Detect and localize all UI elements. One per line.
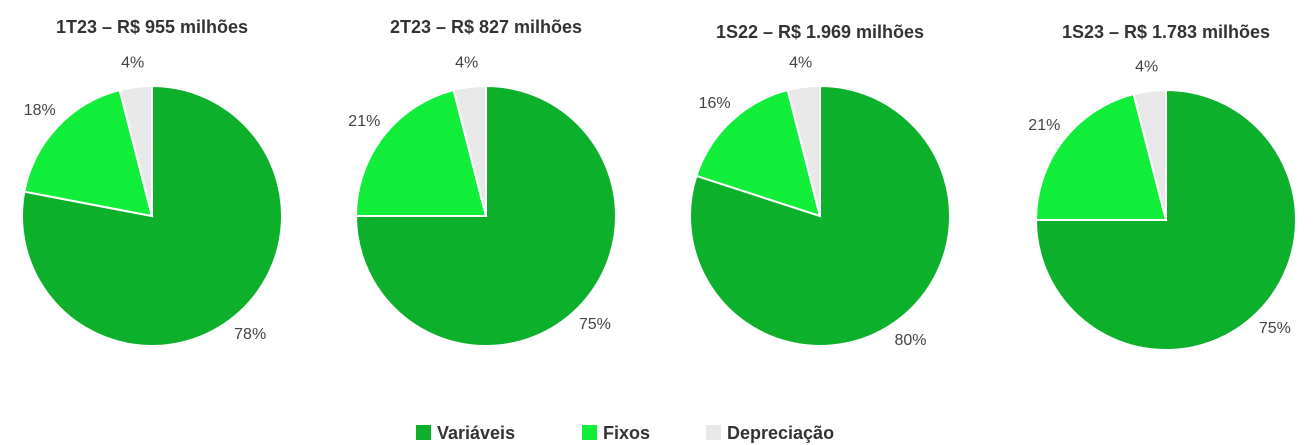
pie-slice: [23, 88, 154, 218]
data-label: 18%: [24, 102, 56, 119]
data-label: 80%: [895, 332, 927, 349]
chart-title: 1S22 – R$ 1.969 milhões: [716, 22, 924, 42]
data-label: 75%: [579, 316, 611, 333]
data-label: 21%: [348, 113, 380, 130]
data-label: 21%: [1028, 117, 1060, 134]
chart-title: 1S23 – R$ 1.783 milhões: [1062, 22, 1270, 42]
data-label: 4%: [1135, 58, 1158, 75]
data-label: 4%: [121, 54, 144, 71]
legend-label: Depreciação: [727, 423, 834, 443]
data-label: 78%: [234, 326, 266, 343]
chart-title: 2T23 – R$ 827 milhões: [390, 17, 582, 37]
pie-slice: [354, 88, 488, 217]
pie-slice: [1034, 88, 1297, 351]
pie-slice: [452, 84, 487, 217]
legend-label: Fixos: [603, 423, 650, 443]
pie-slice: [1132, 88, 1167, 221]
pie-slice: [118, 84, 153, 217]
pie-slice: [1034, 92, 1168, 221]
legend-swatch: [706, 425, 721, 440]
pie-slice: [786, 84, 821, 217]
legend-swatch: [582, 425, 597, 440]
legend-label: Variáveis: [437, 423, 515, 443]
data-label: 4%: [789, 54, 812, 71]
data-label: 16%: [699, 95, 731, 112]
pie-slice: [354, 84, 617, 347]
legend-swatch: [416, 425, 431, 440]
pie-slice: [695, 88, 822, 218]
data-label: 4%: [455, 54, 478, 71]
chart-title: 1T23 – R$ 955 milhões: [56, 17, 248, 37]
data-label: 75%: [1259, 320, 1291, 337]
